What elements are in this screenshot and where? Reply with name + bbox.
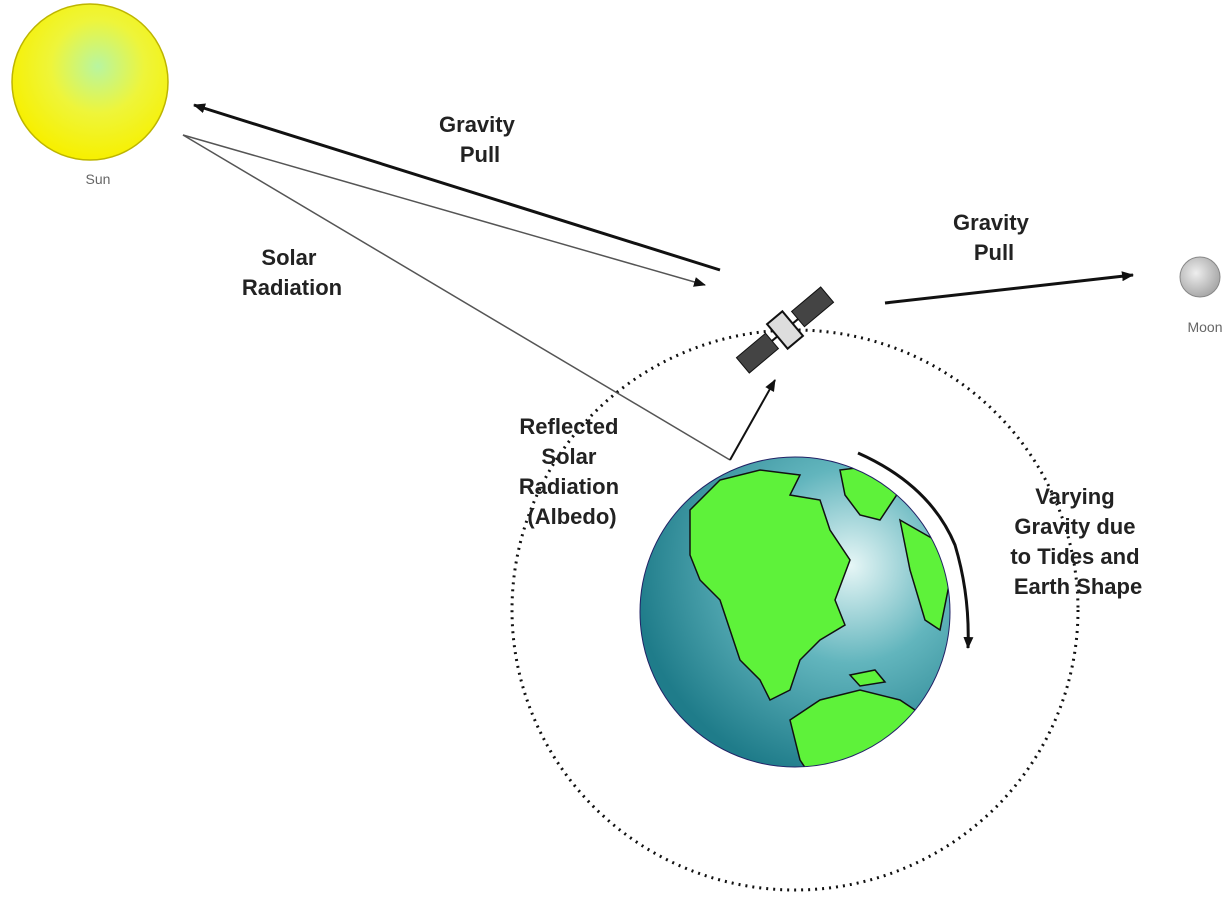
label-line: Varying [1035,484,1114,509]
label-line: Pull [974,240,1014,265]
sun-label: Sun [86,171,111,187]
albedo-incoming [182,134,731,461]
satellite [735,286,835,374]
varying-gravity-arrow [857,451,974,649]
sun-gravity-arrow [193,103,721,272]
label-line: to Tides and [1010,544,1139,569]
label-line: Gravity [439,112,516,137]
albedo-label: Reflected Solar Radiation (Albedo) [519,414,625,529]
sun-gravity-label: Gravity Pull [439,112,521,167]
sun [11,3,169,161]
label-line: Earth Shape [1014,574,1142,599]
earth [639,456,951,768]
label-line: Radiation [519,474,619,499]
solar-radiation-label: Solar Radiation [242,245,342,300]
moon-label: Moon [1187,319,1222,335]
orbit [510,328,1080,892]
solar-radiation-arrow [182,134,706,287]
moon [1179,256,1221,298]
label-line: Solar [261,245,316,270]
label-line: Pull [460,142,500,167]
albedo-arrow [729,379,776,461]
moon-gravity-arrow [884,271,1134,305]
label-line: (Albedo) [527,504,616,529]
label-line: Radiation [242,275,342,300]
varying-gravity-label: Varying Gravity due to Tides and Earth S… [1010,484,1145,599]
moon-gravity-label: Gravity Pull [953,210,1035,265]
label-line: Reflected [519,414,618,439]
label-line: Solar [541,444,596,469]
label-line: Gravity [953,210,1030,235]
label-line: Gravity due [1014,514,1135,539]
